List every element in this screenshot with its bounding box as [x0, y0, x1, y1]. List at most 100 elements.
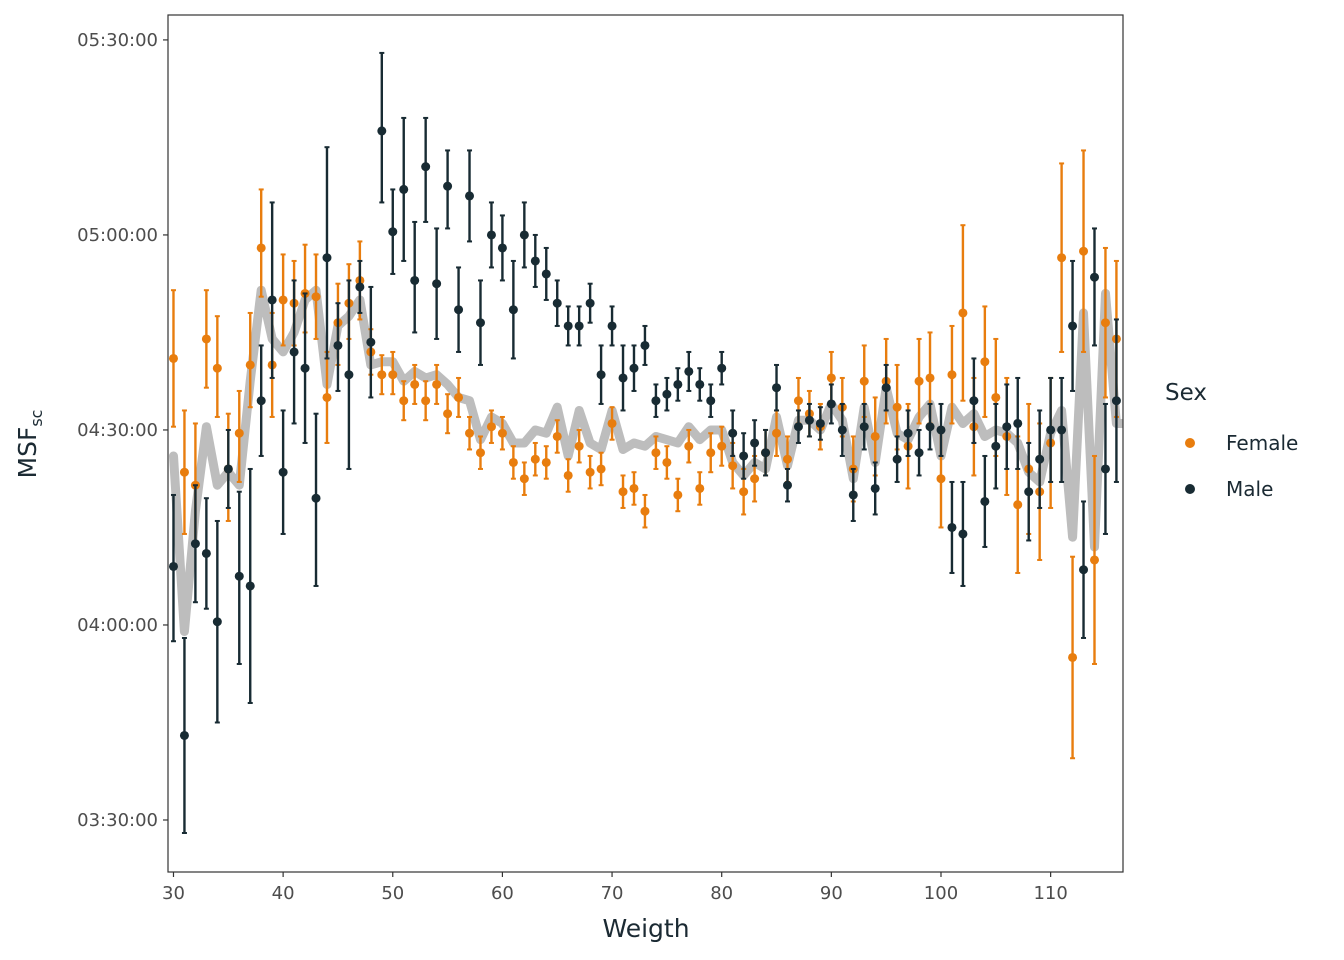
point-male-73 [640, 340, 650, 350]
x-tick-label-90: 90 [820, 883, 843, 904]
point-male-92 [848, 490, 858, 500]
point-female-98 [914, 376, 924, 386]
point-male-115 [1100, 464, 1110, 474]
point-female-115 [1100, 318, 1110, 328]
point-male-90 [826, 399, 836, 409]
point-female-60 [497, 428, 507, 438]
point-male-30 [168, 561, 178, 571]
point-male-94 [870, 483, 880, 493]
point-female-68 [585, 467, 595, 477]
point-female-59 [486, 422, 496, 432]
point-male-58 [475, 318, 485, 328]
point-male-63 [530, 256, 540, 266]
point-male-46 [344, 370, 354, 380]
point-male-99 [925, 422, 935, 432]
point-male-116 [1111, 396, 1121, 406]
x-tick-label-40: 40 [272, 883, 295, 904]
point-female-85 [772, 428, 782, 438]
point-male-54 [432, 279, 442, 289]
point-female-55 [443, 409, 453, 419]
point-female-51 [399, 396, 409, 406]
point-male-57 [465, 191, 475, 201]
point-female-53 [421, 396, 431, 406]
point-male-49 [377, 126, 387, 136]
y-axis-title: MSFsc [13, 410, 46, 479]
legend-title: Sex [1165, 380, 1207, 406]
point-female-73 [640, 506, 650, 516]
point-female-94 [870, 431, 880, 441]
point-female-75 [662, 457, 672, 467]
point-female-37 [245, 360, 255, 370]
point-male-114 [1089, 272, 1099, 282]
point-male-69 [596, 370, 606, 380]
point-male-84 [761, 448, 771, 458]
point-male-35 [223, 464, 233, 474]
point-male-91 [837, 425, 847, 435]
y-tick-label-033000: 03:30:00 [77, 810, 158, 831]
point-female-83 [750, 474, 760, 484]
x-tick-label-30: 30 [162, 883, 185, 904]
point-male-97 [903, 428, 913, 438]
point-male-62 [519, 230, 529, 240]
point-male-98 [914, 448, 924, 458]
point-female-56 [454, 392, 464, 402]
point-male-52 [410, 275, 420, 285]
point-female-90 [826, 373, 836, 383]
point-female-33 [201, 334, 211, 344]
point-male-75 [662, 389, 672, 399]
point-female-57 [465, 428, 475, 438]
point-male-55 [443, 181, 453, 191]
point-male-96 [892, 454, 902, 464]
point-male-77 [684, 366, 694, 376]
point-male-65 [552, 298, 562, 308]
legend-male-key [1185, 484, 1195, 494]
point-male-100 [936, 425, 946, 435]
point-male-113 [1079, 565, 1089, 575]
point-male-111 [1057, 425, 1067, 435]
point-male-64 [541, 269, 551, 279]
point-male-33 [201, 548, 211, 558]
point-female-58 [475, 448, 485, 458]
point-female-79 [706, 448, 716, 458]
point-female-52 [410, 379, 420, 389]
point-female-78 [695, 483, 705, 493]
point-female-36 [234, 428, 244, 438]
point-male-39 [267, 295, 277, 305]
point-male-79 [706, 396, 716, 406]
point-female-70 [607, 418, 617, 428]
point-male-59 [486, 230, 496, 240]
legend-male-label: Male [1226, 477, 1273, 501]
point-male-102 [958, 529, 968, 539]
point-male-112 [1068, 321, 1078, 331]
point-male-50 [388, 227, 398, 237]
point-female-54 [432, 379, 442, 389]
point-male-107 [1013, 418, 1023, 428]
point-male-56 [454, 305, 464, 315]
point-female-74 [651, 448, 661, 458]
point-female-87 [793, 396, 803, 406]
point-male-38 [256, 396, 266, 406]
point-male-82 [739, 451, 749, 461]
series-male [168, 51, 1121, 834]
y-axis-title-subscript: sc [27, 410, 46, 427]
point-male-81 [728, 428, 738, 438]
point-female-107 [1013, 500, 1023, 510]
point-male-34 [212, 617, 222, 627]
y-tick-label-040000: 04:00:00 [77, 615, 158, 636]
point-female-31 [179, 467, 189, 477]
point-male-104 [980, 496, 990, 506]
y-axis: 03:30:00 04:00:00 04:30:00 05:00:00 05:30:00 [77, 30, 168, 831]
point-female-44 [322, 392, 332, 402]
point-male-67 [574, 321, 584, 331]
point-female-63 [530, 454, 540, 464]
point-female-72 [629, 483, 639, 493]
point-female-64 [541, 457, 551, 467]
point-female-66 [563, 470, 573, 480]
point-male-74 [651, 396, 661, 406]
point-female-43 [311, 292, 321, 302]
x-tick-label-50: 50 [381, 883, 404, 904]
point-male-48 [366, 337, 376, 347]
x-tick-label-70: 70 [601, 883, 624, 904]
point-male-106 [1002, 422, 1012, 432]
point-male-72 [629, 363, 639, 373]
